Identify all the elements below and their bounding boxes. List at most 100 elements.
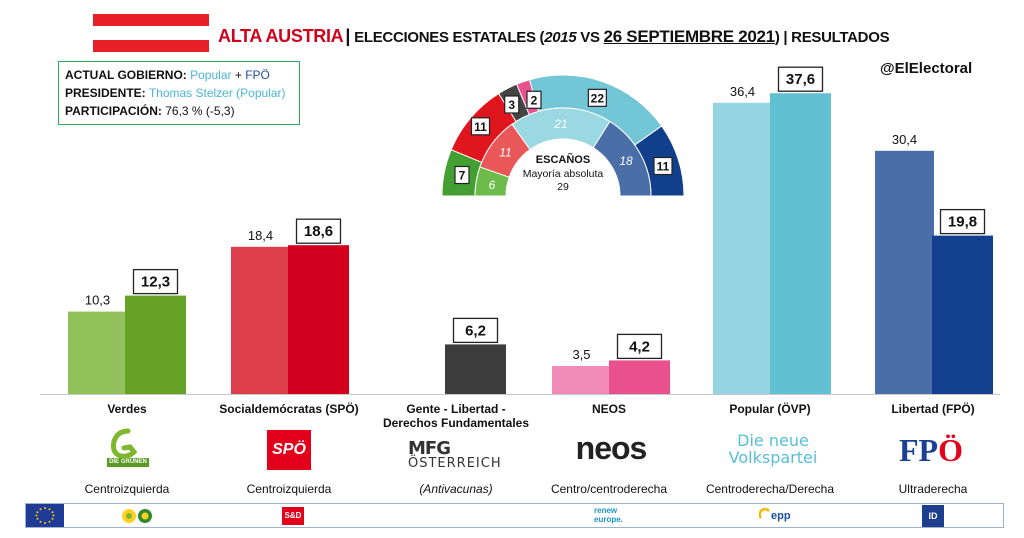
seat-label-outer-fpo: 11 xyxy=(657,160,670,174)
twitter-handle: @ElElectoral xyxy=(880,60,973,77)
hemicycle-center xyxy=(506,139,620,196)
value-label-curr-verdes: 12,3 xyxy=(141,274,170,291)
value-label-curr-ovp: 37,6 xyxy=(786,71,815,88)
value-box-curr-spo xyxy=(295,218,342,244)
grune-logo-text: DIE GRÜNEN xyxy=(109,459,147,465)
greens-efa-icon xyxy=(118,506,158,526)
gov-party-2: FPÖ xyxy=(245,68,270,82)
category-label-mfg: Gente - Libertad - Derechos Fundamentale… xyxy=(382,402,530,430)
id-group-icon: ID xyxy=(922,505,944,527)
european-groups-footer: S&D renew europe. epp ID xyxy=(25,503,1004,528)
bar-curr-fpo xyxy=(932,235,993,394)
value-label-curr-neos: 4,2 xyxy=(629,338,650,355)
fpo-logo-fp: FP xyxy=(899,432,939,468)
ovp-logo-line-2: Volkspartei xyxy=(728,448,818,467)
value-label-prev-fpo: 30,4 xyxy=(892,132,917,147)
bar-prev-fpo xyxy=(875,150,934,394)
part-value: 76,3 % (-5,3) xyxy=(165,104,235,118)
seat-label-outer-mfg: 3 xyxy=(508,98,515,112)
bar-prev-spo xyxy=(231,246,290,394)
seat-label-inner-verdes: 6 xyxy=(489,178,496,192)
seat-label-inner-fpo: 18 xyxy=(619,154,633,168)
seat-label-outer-neos: 2 xyxy=(531,93,538,107)
seat-box-outer-spo xyxy=(470,117,491,136)
seat-label-outer-ovp: 22 xyxy=(591,91,605,105)
title-separator: | xyxy=(345,26,351,46)
category-label-fpo: Libertad (FPÖ) xyxy=(891,402,975,416)
austria-flag xyxy=(93,14,209,52)
seat-label-inner-ovp: 21 xyxy=(553,117,567,131)
value-label-curr-mfg: 6,2 xyxy=(465,322,486,339)
category-label-verdes: Verdes xyxy=(107,402,147,416)
ovp-logo: Die neue Volkspartei xyxy=(728,432,818,472)
pres-label: PRESIDENTE: xyxy=(65,86,146,100)
info-government: ACTUAL GOBIERNO: Popular + FPÖ xyxy=(65,66,293,84)
epp-group-icon: epp xyxy=(758,506,799,526)
bar-prev-verdes xyxy=(68,311,127,394)
value-box-curr-mfg xyxy=(452,317,499,344)
neos-logo: neos xyxy=(565,428,657,468)
seat-box-outer-fpo xyxy=(653,156,673,176)
bar-curr-verdes xyxy=(125,295,186,394)
renew-line-2: europe. xyxy=(594,515,623,524)
eu-flag-icon xyxy=(26,504,64,527)
info-president: PRESIDENTE: Thomas Stelzer (Popular) xyxy=(65,84,293,102)
fpo-logo: FPÖ xyxy=(894,430,968,470)
category-label-spo: Socialdemócratas (SPÖ) xyxy=(219,402,359,416)
category-label-neos: NEOS xyxy=(591,402,626,416)
pres-value: Thomas Stelzer (Popular) xyxy=(148,86,286,100)
ideology-mfg: (Antivacunas) xyxy=(419,482,493,496)
spo-logo: SPÖ xyxy=(267,430,311,470)
gov-plus: + xyxy=(231,68,246,82)
ideology-neos: Centro/centroderecha xyxy=(550,482,668,496)
gov-party-1: Popular xyxy=(190,68,232,82)
value-label-prev-spo: 18,4 xyxy=(248,228,273,243)
value-box-curr-ovp xyxy=(777,66,824,92)
mfg-logo-bottom: ÖSTERREICH xyxy=(408,456,502,471)
value-label-curr-spo: 18,6 xyxy=(304,223,333,240)
mfg-logo-top: MFG xyxy=(408,438,451,459)
ideology-ovp: Centroderecha/Derecha xyxy=(705,482,835,496)
value-label-prev-ovp: 36,4 xyxy=(730,84,755,99)
value-label-prev-neos: 3,5 xyxy=(572,347,590,362)
value-label-curr-fpo: 19,8 xyxy=(948,214,977,231)
ideology-fpo: Ultraderecha xyxy=(898,482,968,496)
hemicycle-majority-label: Mayoría absoluta xyxy=(523,168,604,180)
title-date: 26 SEPTIEMBRE 2021 xyxy=(603,27,776,46)
seat-label-inner-spo: 11 xyxy=(499,146,511,160)
value-box-curr-verdes xyxy=(132,268,179,295)
part-label: PARTICIPACIÓN: xyxy=(65,104,162,118)
bar-curr-neos xyxy=(609,360,670,394)
ideology-verdes: Centroizquierda xyxy=(84,482,170,496)
bar-curr-ovp xyxy=(770,93,831,394)
info-participation: PARTICIPACIÓN: 76,3 % (-5,3) xyxy=(65,102,293,120)
bar-curr-spo xyxy=(288,245,349,394)
seat-label-outer-spo: 11 xyxy=(474,120,487,134)
title-prefix: ELECCIONES ESTATALES ( xyxy=(354,29,545,46)
bar-prev-neos xyxy=(552,366,611,394)
hemicycle-title: ESCAÑOS xyxy=(536,153,590,166)
title-year-prev: 2015 xyxy=(544,29,577,46)
seat-box-outer-mfg xyxy=(504,95,520,114)
title-suffix: ) | RESULTADOS xyxy=(774,29,890,46)
renew-line-1: renew xyxy=(594,506,618,515)
seat-box-outer-verdes xyxy=(454,165,470,185)
hemicycle-majority-value: 29 xyxy=(557,181,569,193)
value-label-prev-verdes: 10,3 xyxy=(85,293,110,308)
value-box-curr-neos xyxy=(616,333,663,360)
bar-prev-ovp xyxy=(713,102,772,395)
renew-group-icon: renew europe. xyxy=(594,506,638,526)
page-title: ALTA AUSTRIA | ELECCIONES ESTATALES (2015 … xyxy=(218,26,890,47)
info-box: ACTUAL GOBIERNO: Popular + FPÖ PRESIDENT… xyxy=(58,61,300,125)
bar-curr-mfg xyxy=(445,344,506,394)
seat-box-outer-neos xyxy=(526,90,542,109)
value-box-curr-fpo xyxy=(939,208,986,235)
grune-logo: DIE GRÜNEN xyxy=(104,428,152,470)
seat-box-outer-ovp xyxy=(587,88,607,107)
epp-text: epp xyxy=(771,510,791,522)
gov-label: ACTUAL GOBIERNO: xyxy=(65,68,187,82)
title-vs: VS xyxy=(576,29,604,46)
ideology-spo: Centroizquierda xyxy=(246,482,332,496)
